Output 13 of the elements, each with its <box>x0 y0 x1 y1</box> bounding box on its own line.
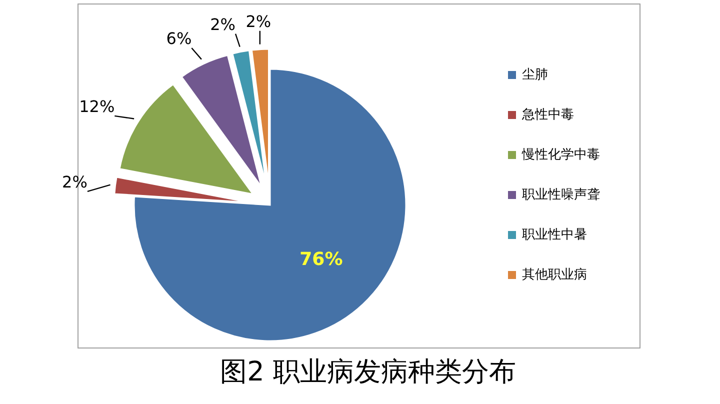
legend-label: 其他职业病 <box>522 268 587 282</box>
data-label: 2% <box>62 172 88 192</box>
data-label: 6% <box>166 29 192 48</box>
data-label: 76% <box>300 249 343 270</box>
data-label: 12% <box>79 96 115 116</box>
legend-label: 尘肺 <box>522 68 548 82</box>
data-label: 2% <box>246 12 272 31</box>
legend-label: 急性中毒 <box>521 108 574 122</box>
legend-label: 慢性化学中毒 <box>521 148 600 162</box>
legend-label: 职业性噪声聋 <box>522 188 600 202</box>
data-label: 2% <box>210 14 236 34</box>
legend-label: 职业性中暑 <box>522 228 587 242</box>
text: 图2 职业病发病种类分布 <box>220 356 516 388</box>
